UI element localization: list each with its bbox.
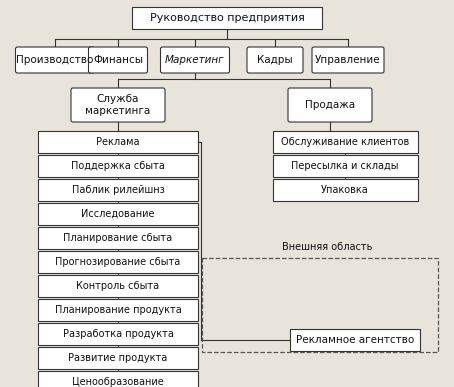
- Text: Планирование сбыта: Планирование сбыта: [64, 233, 173, 243]
- Text: Планирование продукта: Планирование продукта: [54, 305, 182, 315]
- FancyBboxPatch shape: [38, 131, 198, 153]
- FancyBboxPatch shape: [38, 251, 198, 273]
- Text: Финансы: Финансы: [93, 55, 143, 65]
- Text: Кадры: Кадры: [257, 55, 293, 65]
- FancyBboxPatch shape: [38, 179, 198, 201]
- Text: Служба
маркетинга: Служба маркетинга: [85, 94, 151, 116]
- FancyBboxPatch shape: [247, 47, 303, 73]
- FancyBboxPatch shape: [272, 155, 418, 177]
- Text: Рекламное агентство: Рекламное агентство: [296, 335, 414, 345]
- Text: Пересылка и склады: Пересылка и склады: [291, 161, 399, 171]
- Bar: [202, 258, 438, 352]
- Text: Разработка продукта: Разработка продукта: [63, 329, 173, 339]
- FancyBboxPatch shape: [38, 275, 198, 297]
- Text: Производство: Производство: [16, 55, 94, 65]
- Text: Реклама: Реклама: [96, 137, 140, 147]
- FancyBboxPatch shape: [15, 47, 94, 73]
- Text: Маркетинг: Маркетинг: [165, 55, 225, 65]
- Text: Ценообразование: Ценообразование: [72, 377, 164, 387]
- Text: Руководство предприятия: Руководство предприятия: [149, 13, 305, 23]
- FancyBboxPatch shape: [38, 155, 198, 177]
- Text: Исследование: Исследование: [81, 209, 155, 219]
- FancyBboxPatch shape: [71, 88, 165, 122]
- FancyBboxPatch shape: [290, 329, 420, 351]
- Text: Упаковка: Упаковка: [321, 185, 369, 195]
- FancyBboxPatch shape: [161, 47, 230, 73]
- FancyBboxPatch shape: [38, 371, 198, 387]
- Text: Поддержка сбыта: Поддержка сбыта: [71, 161, 165, 171]
- FancyBboxPatch shape: [132, 7, 322, 29]
- Text: Внешняя область: Внешняя область: [282, 242, 372, 252]
- FancyBboxPatch shape: [38, 347, 198, 369]
- FancyBboxPatch shape: [312, 47, 384, 73]
- FancyBboxPatch shape: [288, 88, 372, 122]
- Text: Прогнозирование сбыта: Прогнозирование сбыта: [55, 257, 181, 267]
- Text: Паблик рилейшнз: Паблик рилейшнз: [72, 185, 164, 195]
- FancyBboxPatch shape: [38, 203, 198, 225]
- FancyBboxPatch shape: [89, 47, 148, 73]
- FancyBboxPatch shape: [38, 227, 198, 249]
- Text: Обслуживание клиентов: Обслуживание клиентов: [281, 137, 409, 147]
- Text: Контроль сбыта: Контроль сбыта: [76, 281, 159, 291]
- FancyBboxPatch shape: [38, 323, 198, 345]
- FancyBboxPatch shape: [272, 179, 418, 201]
- FancyBboxPatch shape: [38, 299, 198, 321]
- Text: Развитие продукта: Развитие продукта: [69, 353, 168, 363]
- Text: Управление: Управление: [315, 55, 381, 65]
- FancyBboxPatch shape: [272, 131, 418, 153]
- Text: Продажа: Продажа: [305, 100, 355, 110]
